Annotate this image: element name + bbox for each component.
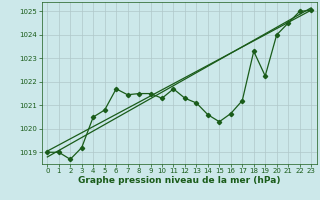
- X-axis label: Graphe pression niveau de la mer (hPa): Graphe pression niveau de la mer (hPa): [78, 176, 280, 185]
